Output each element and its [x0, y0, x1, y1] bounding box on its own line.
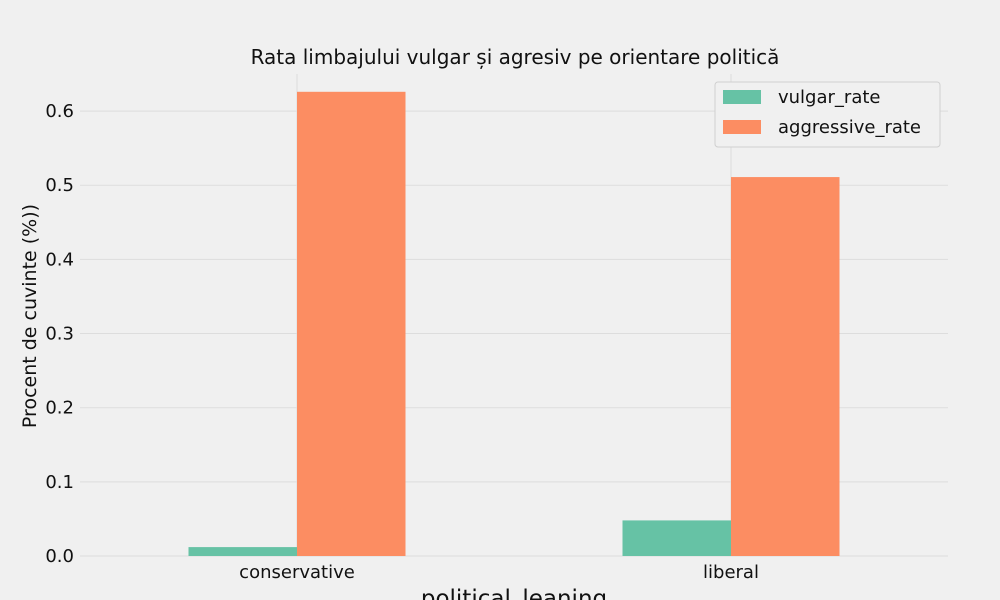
y-tick-label: 0.3 [45, 324, 74, 345]
x-axis-label: political_leaning [421, 586, 607, 600]
bar-vulgar_rate-liberal [622, 520, 731, 556]
grid [80, 74, 948, 557]
y-tick-label: 0.2 [45, 398, 74, 419]
x-tick-label: liberal [703, 562, 759, 583]
y-tick-label: 0.6 [45, 101, 74, 122]
x-axis-ticks: conservative liberal [239, 562, 759, 583]
legend: vulgar_rate aggressive_rate [714, 81, 941, 148]
y-tick-label: 0.4 [45, 249, 74, 270]
legend-label-aggressive_rate: aggressive_rate [778, 117, 921, 138]
bars [188, 91, 840, 556]
legend-swatch-vulgar_rate [723, 90, 761, 104]
legend-frame [714, 81, 941, 148]
y-axis-label: Procent de cuvinte (%)) [19, 204, 41, 428]
bar-aggressive_rate-liberal [731, 177, 840, 556]
y-axis-ticks: 0.0 0.1 0.2 0.3 0.4 0.5 0.6 [45, 101, 74, 567]
bar-aggressive_rate-conservative [297, 91, 406, 556]
chart-title: Rata limbajului vulgar și agresiv pe ori… [251, 45, 780, 69]
y-tick-label: 0.0 [45, 546, 74, 567]
legend-swatch-aggressive_rate [723, 120, 761, 134]
x-tick-label: conservative [239, 562, 355, 583]
y-tick-label: 0.5 [45, 175, 74, 196]
bar-vulgar_rate-conservative [188, 547, 297, 556]
legend-label-vulgar_rate: vulgar_rate [778, 87, 880, 108]
y-tick-label: 0.1 [45, 472, 74, 493]
